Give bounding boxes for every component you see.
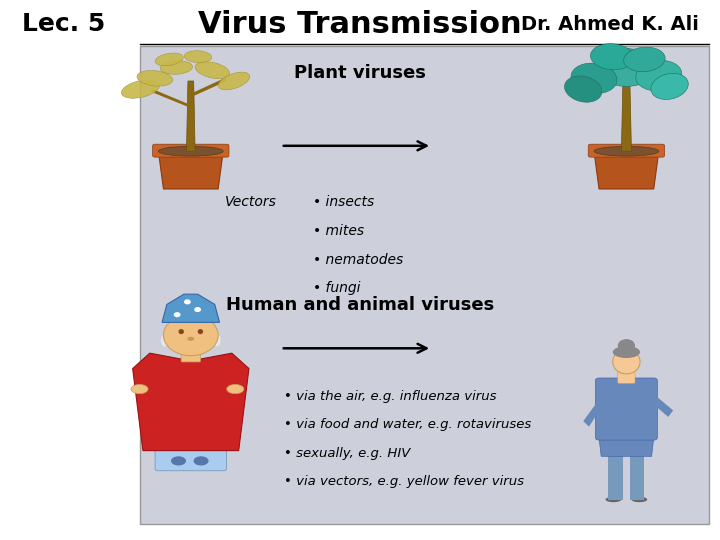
Ellipse shape xyxy=(651,73,688,99)
Ellipse shape xyxy=(596,49,657,86)
Polygon shape xyxy=(190,78,227,97)
FancyBboxPatch shape xyxy=(155,448,227,471)
Ellipse shape xyxy=(194,456,209,465)
Circle shape xyxy=(174,312,181,317)
Text: • via the air, e.g. influenza virus: • via the air, e.g. influenza virus xyxy=(284,390,497,403)
Polygon shape xyxy=(648,394,673,417)
Polygon shape xyxy=(621,86,631,151)
Ellipse shape xyxy=(212,334,221,347)
Text: Virus Transmission: Virus Transmission xyxy=(198,10,522,39)
Polygon shape xyxy=(186,81,195,151)
Text: Human and animal viruses: Human and animal viruses xyxy=(226,296,494,314)
Circle shape xyxy=(163,315,218,356)
Polygon shape xyxy=(583,400,605,427)
Ellipse shape xyxy=(195,62,230,79)
Polygon shape xyxy=(608,454,623,500)
FancyBboxPatch shape xyxy=(140,46,709,524)
Ellipse shape xyxy=(131,384,148,394)
Ellipse shape xyxy=(137,71,173,86)
FancyBboxPatch shape xyxy=(588,144,665,157)
Ellipse shape xyxy=(197,329,203,334)
Ellipse shape xyxy=(227,384,244,394)
Ellipse shape xyxy=(613,346,640,358)
Ellipse shape xyxy=(590,44,634,70)
Ellipse shape xyxy=(179,329,184,334)
FancyBboxPatch shape xyxy=(618,370,635,383)
Polygon shape xyxy=(132,353,249,450)
Ellipse shape xyxy=(624,47,665,72)
Circle shape xyxy=(194,307,201,312)
Ellipse shape xyxy=(631,497,647,502)
Ellipse shape xyxy=(636,60,682,91)
Text: • fungi: • fungi xyxy=(313,281,361,295)
Ellipse shape xyxy=(161,60,192,75)
Ellipse shape xyxy=(206,334,214,347)
Ellipse shape xyxy=(184,51,212,63)
Text: • mites: • mites xyxy=(313,224,364,238)
Ellipse shape xyxy=(161,334,169,347)
Polygon shape xyxy=(594,151,659,189)
Polygon shape xyxy=(599,437,654,456)
Ellipse shape xyxy=(170,334,178,347)
Circle shape xyxy=(184,299,191,305)
Ellipse shape xyxy=(571,63,617,93)
Ellipse shape xyxy=(564,76,602,102)
FancyBboxPatch shape xyxy=(153,144,229,157)
Ellipse shape xyxy=(594,146,659,156)
Text: • nematodes: • nematodes xyxy=(313,253,403,267)
Ellipse shape xyxy=(122,80,159,98)
Text: • insects: • insects xyxy=(313,195,374,210)
Text: • via food and water, e.g. rotaviruses: • via food and water, e.g. rotaviruses xyxy=(284,418,531,431)
FancyBboxPatch shape xyxy=(181,347,200,362)
Ellipse shape xyxy=(218,72,250,90)
Text: • sexually, e.g. HIV: • sexually, e.g. HIV xyxy=(284,447,411,460)
Circle shape xyxy=(618,339,635,352)
Text: Vectors: Vectors xyxy=(225,195,277,210)
Text: • via vectors, e.g. yellow fever virus: • via vectors, e.g. yellow fever virus xyxy=(284,475,524,488)
Ellipse shape xyxy=(606,497,621,502)
Text: Dr. Ahmed K. Ali: Dr. Ahmed K. Ali xyxy=(521,15,698,34)
Polygon shape xyxy=(630,454,644,500)
Ellipse shape xyxy=(187,337,194,341)
Polygon shape xyxy=(151,89,192,108)
Polygon shape xyxy=(162,294,220,322)
FancyBboxPatch shape xyxy=(595,378,657,440)
Ellipse shape xyxy=(613,350,640,374)
Ellipse shape xyxy=(158,146,223,156)
Ellipse shape xyxy=(171,456,186,465)
Text: Plant viruses: Plant viruses xyxy=(294,64,426,82)
Ellipse shape xyxy=(155,53,184,66)
Polygon shape xyxy=(158,151,223,189)
Text: Lec. 5: Lec. 5 xyxy=(22,12,105,36)
